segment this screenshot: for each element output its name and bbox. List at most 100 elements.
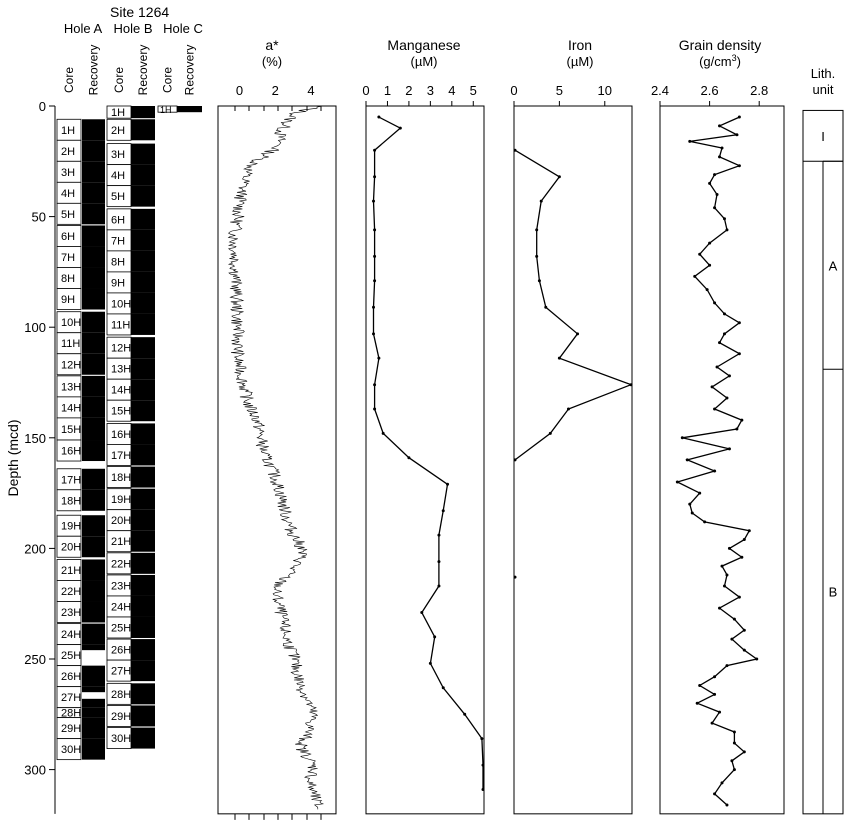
core-label: 2H (61, 146, 75, 158)
lithology-column: Lith.unit I A B (802, 66, 844, 815)
recovery-bar (82, 717, 105, 739)
data-point (735, 133, 739, 137)
core-label: 21H (61, 565, 81, 577)
core-label: 5H (61, 209, 75, 221)
x-tick-label: 0 (362, 83, 369, 98)
data-point (735, 427, 739, 431)
recovery-bar (82, 140, 105, 162)
core-box (56, 202, 82, 225)
data-point (718, 710, 722, 714)
data-point (463, 712, 467, 716)
x-tick-label: 4 (307, 83, 314, 98)
data-point (372, 332, 376, 336)
core-label: 19H (61, 521, 81, 533)
recovery-bar (131, 337, 155, 359)
panel-frame (217, 105, 337, 815)
recovery-bar (131, 488, 155, 510)
core-label: 30H (111, 733, 131, 745)
recovery-bar (82, 580, 105, 602)
data-point (755, 657, 759, 661)
data-point (698, 491, 702, 495)
data-point (725, 396, 729, 400)
x-tick-label: 0 (236, 83, 243, 98)
core-box (56, 535, 82, 558)
data-point (742, 648, 746, 652)
data-point (720, 564, 724, 568)
data-point (747, 529, 751, 533)
recovery-bar (82, 417, 105, 441)
recovery-bar (82, 311, 105, 333)
recovery-bar (82, 353, 105, 375)
recovery-bar (82, 468, 105, 490)
recovery-bar (82, 515, 105, 537)
depth-tick-label: 200 (24, 541, 46, 556)
data-point (740, 418, 744, 422)
recovery-bar (131, 423, 155, 445)
core-label: 16H (61, 446, 81, 458)
data-point (737, 321, 741, 325)
panel-unit: (µM) (411, 54, 438, 69)
data-point (713, 692, 717, 696)
core-box (56, 439, 82, 462)
series-line (372, 116, 484, 790)
panel-title: Grain density (679, 37, 761, 53)
data-point (695, 701, 699, 705)
core-label: 9H (61, 294, 75, 306)
data-point (437, 533, 441, 537)
data-point (732, 617, 736, 621)
data-point (720, 146, 724, 150)
data-point (713, 206, 717, 210)
x-tick-label: 2.6 (701, 83, 719, 98)
core-label: 22H (111, 558, 131, 570)
recovery-bar (131, 466, 155, 488)
core-label: 20H (61, 542, 81, 554)
recovery-bar (82, 288, 105, 310)
core-label: 18H (111, 472, 131, 484)
data-point (481, 763, 485, 767)
core-label: 4H (61, 188, 75, 200)
data-point (688, 139, 692, 143)
core-label: 13H (111, 364, 131, 376)
core-label: 17H (61, 474, 81, 486)
data-point (742, 628, 746, 632)
core-label: 20H (111, 515, 131, 527)
recovery-bar (131, 639, 155, 661)
data-point (481, 788, 485, 792)
lith-title-2: unit (813, 82, 834, 97)
data-point (722, 217, 726, 221)
x-tick-label: 0 (510, 83, 517, 98)
x-tick-label: 10 (598, 83, 612, 98)
data-point (713, 792, 717, 796)
core-column-header: Core (112, 67, 126, 93)
recovery-bar (82, 698, 105, 708)
data-point (629, 383, 633, 387)
recovery-bar (131, 271, 155, 293)
core-label: 8H (111, 256, 125, 268)
data-point (441, 509, 445, 513)
hole-name: Hole C (163, 21, 203, 36)
recovery-bar (82, 119, 105, 141)
recovery-bar (82, 161, 105, 183)
core-label: 6H (61, 231, 75, 243)
core-label: 11H (111, 319, 130, 331)
data-point (713, 301, 717, 305)
data-point (373, 254, 377, 258)
x-tick-label: 2.8 (750, 83, 768, 98)
x-tick-label: 5 (556, 83, 563, 98)
data-point (372, 305, 376, 309)
lith-unit-label: B (829, 585, 838, 600)
core-label: 27H (61, 692, 81, 704)
core-label: 29H (61, 723, 81, 735)
data-point (727, 374, 731, 378)
data-point (373, 383, 377, 387)
data-point (732, 768, 736, 772)
recovery-bar (131, 660, 155, 682)
data-point (535, 228, 539, 232)
data-point (718, 155, 722, 159)
recovery-bar (131, 705, 155, 727)
data-point (705, 288, 709, 292)
data-point (566, 407, 570, 411)
data-point (740, 555, 744, 559)
core-box (56, 489, 82, 512)
recovery-bar (82, 203, 105, 225)
